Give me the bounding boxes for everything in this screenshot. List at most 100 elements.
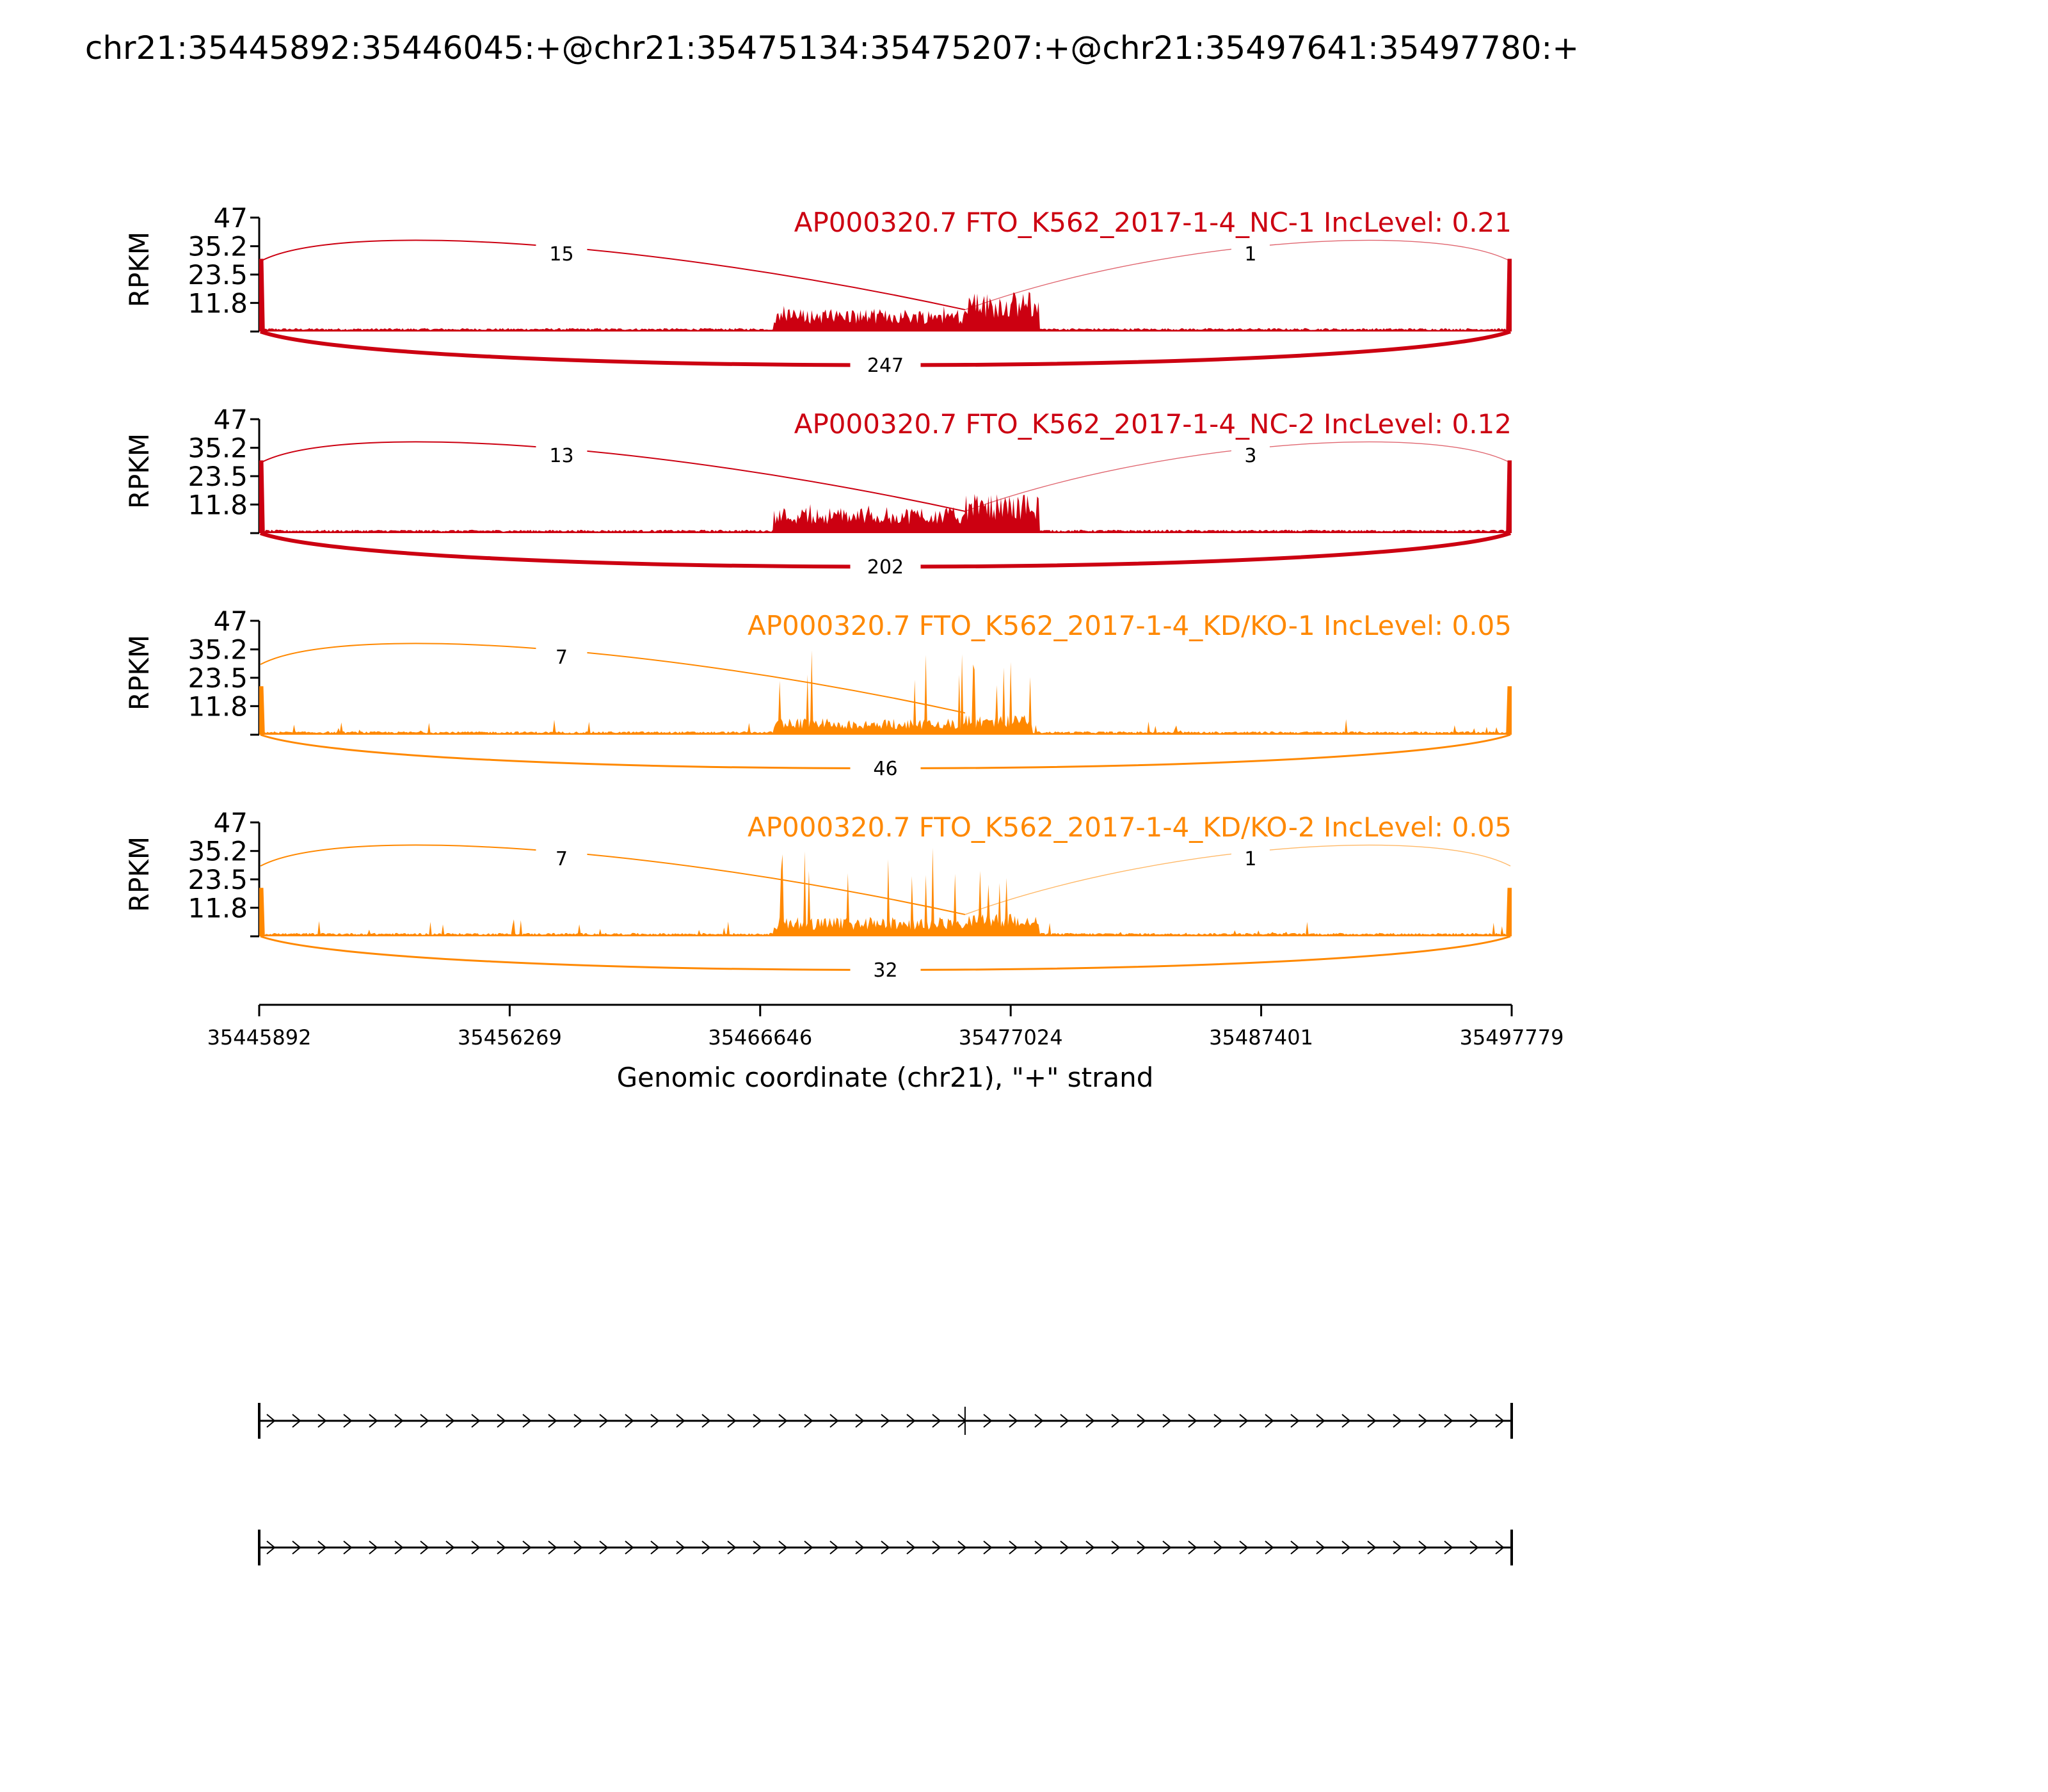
strand-arrow: [1367, 1414, 1377, 1428]
junction-count-middle-downstream: 3: [1244, 445, 1256, 467]
strand-arrow: [343, 1414, 353, 1428]
y-tick-label: 23.5: [188, 864, 248, 895]
strand-arrow: [1060, 1540, 1069, 1555]
junction-arc-upstream-middle: [260, 239, 966, 310]
strand-arrow: [1085, 1540, 1095, 1555]
junction-label-bg: [536, 646, 588, 669]
strand-arrow: [701, 1540, 711, 1555]
strand-arrow: [471, 1540, 481, 1555]
strand-arrow: [957, 1414, 967, 1428]
strand-arrow: [599, 1414, 609, 1428]
strand-arrow: [1137, 1414, 1146, 1428]
junction-count-middle-downstream: 1: [1244, 243, 1256, 266]
strand-arrow: [1444, 1540, 1453, 1555]
junction-label-bg: [1231, 243, 1270, 266]
junction-count-upstream-middle: 15: [549, 243, 573, 266]
strand-arrow: [394, 1540, 404, 1555]
strand-arrow: [573, 1540, 583, 1555]
strand-arrow: [983, 1540, 993, 1555]
junction-label-bg: [850, 554, 921, 579]
strand-arrow: [394, 1414, 404, 1428]
strand-arrow: [1469, 1414, 1479, 1428]
y-tick-label: 23.5: [188, 259, 248, 291]
strand-arrow: [1393, 1414, 1402, 1428]
y-tick-label: 11.8: [188, 691, 248, 722]
strand-arrow: [1188, 1414, 1197, 1428]
strand-arrow: [420, 1540, 429, 1555]
strand-arrow: [1367, 1540, 1377, 1555]
strand-arrow: [1111, 1414, 1121, 1428]
strand-arrow: [983, 1414, 993, 1428]
x-tick-label: 35456269: [458, 1025, 562, 1050]
strand-arrow: [1162, 1540, 1172, 1555]
coverage-area: [259, 259, 1512, 332]
strand-arrow: [778, 1414, 788, 1428]
strand-arrow: [804, 1414, 813, 1428]
junction-count-skipping: 46: [873, 758, 897, 780]
strand-arrow: [932, 1414, 941, 1428]
strand-arrow: [292, 1540, 301, 1555]
strand-arrow: [778, 1540, 788, 1555]
strand-arrow: [1418, 1540, 1428, 1555]
strand-arrow: [1111, 1540, 1121, 1555]
strand-arrow: [1085, 1414, 1095, 1428]
strand-arrow: [1213, 1414, 1223, 1428]
junction-arc-middle-downstream: [964, 844, 1511, 915]
strand-arrow: [625, 1414, 634, 1428]
strand-arrow: [906, 1540, 916, 1555]
strand-arrow: [317, 1414, 327, 1428]
strand-arrow: [727, 1540, 737, 1555]
y-tick-label: 23.5: [188, 662, 248, 694]
y-tick-label: 47: [214, 605, 248, 637]
strand-arrow: [1418, 1414, 1428, 1428]
sample-title: AP000320.7 FTO_K562_2017-1-4_KD/KO-2 Inc…: [748, 812, 1512, 843]
strand-arrow: [292, 1414, 301, 1428]
junction-label-bg: [1231, 847, 1270, 870]
isoform-tracks: [258, 1403, 1513, 1565]
strand-arrow: [1034, 1540, 1044, 1555]
y-tick-label: 11.8: [188, 489, 248, 520]
y-axis-label: RPKM: [124, 836, 155, 912]
strand-arrow: [1290, 1540, 1300, 1555]
strand-arrow: [1009, 1414, 1018, 1428]
strand-arrow: [1444, 1414, 1453, 1428]
y-tick-label: 35.2: [188, 231, 248, 262]
strand-arrow: [1341, 1540, 1351, 1555]
strand-arrow: [1495, 1540, 1505, 1555]
strand-arrow: [1316, 1414, 1325, 1428]
strand-arrow: [445, 1414, 455, 1428]
strand-arrow: [1213, 1540, 1223, 1555]
junction-count-upstream-middle: 13: [549, 445, 573, 467]
strand-arrow: [753, 1540, 762, 1555]
strand-arrow: [522, 1540, 532, 1555]
junction-count-skipping: 247: [867, 355, 904, 377]
strand-arrow: [804, 1540, 813, 1555]
y-tick-label: 11.8: [188, 287, 248, 319]
junction-label-bg: [536, 243, 588, 266]
strand-arrow: [650, 1540, 660, 1555]
junction-label-bg: [536, 444, 588, 467]
coverage-area: [259, 650, 1512, 735]
strand-arrow: [317, 1540, 327, 1555]
coverage-area: [259, 460, 1512, 533]
strand-arrow: [1239, 1414, 1249, 1428]
x-tick-label: 35497779: [1460, 1025, 1564, 1050]
x-tick-label: 35445892: [207, 1025, 312, 1050]
strand-arrow: [829, 1540, 839, 1555]
junction-label-bg: [850, 755, 921, 781]
strand-arrow: [369, 1540, 378, 1555]
strand-arrow: [1341, 1414, 1351, 1428]
x-tick-label: 35466646: [708, 1025, 812, 1050]
y-tick-label: 11.8: [188, 892, 248, 924]
strand-arrow: [1265, 1414, 1274, 1428]
strand-arrow: [727, 1414, 737, 1428]
sample-title: AP000320.7 FTO_K562_2017-1-4_NC-2 IncLev…: [794, 408, 1512, 440]
coverage-area: [259, 848, 1512, 936]
strand-arrow: [369, 1414, 378, 1428]
strand-arrow: [1265, 1540, 1274, 1555]
x-axis: 35445892 35456269 35466646 35477024 35487401…: [207, 1004, 1564, 1093]
sample-title: AP000320.7 FTO_K562_2017-1-4_KD/KO-1 Inc…: [748, 610, 1512, 641]
junction-count-middle-downstream: 1: [1244, 848, 1256, 870]
